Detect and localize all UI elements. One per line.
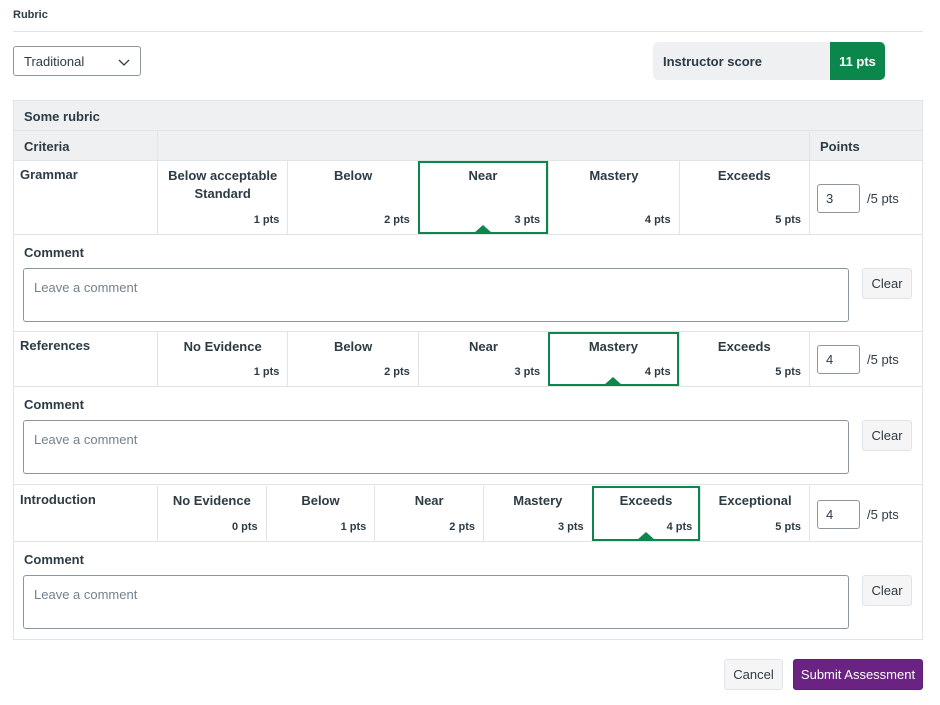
comment-label: Comment [24,552,84,567]
rating-description: Near [414,493,444,508]
rating-points: 3 pts [514,214,541,226]
comment-label: Comment [24,245,84,260]
rating-cell[interactable]: Below 2 pts [287,161,417,234]
comment-input[interactable] [23,268,849,322]
comment-row: Comment Clear [14,387,922,485]
rating-points: 4 pts [666,521,693,533]
points-cell: /5 pts [809,332,922,386]
criterion-name: Introduction [20,492,96,507]
rating-points: 1 pts [253,214,280,226]
criterion-row: Introduction No Evidence 0 pts Below 1 pts Ne… [14,486,922,542]
selected-indicator-icon [604,377,623,385]
rating-description: Below [301,493,340,508]
rating-cell[interactable]: Below acceptable Standard 1 pts [157,161,287,234]
points-column-header: Points [820,139,860,154]
clear-comment-button[interactable]: Clear [862,268,912,299]
rating-cell[interactable]: Below 2 pts [287,332,417,386]
rating-description: Below [333,168,373,183]
criterion-name: Grammar [20,167,78,182]
rubric-header-row: Criteria Points [14,131,922,161]
rubric-title: Some rubric [14,101,922,131]
rating-points: 5 pts [775,366,801,378]
instructor-score-value: 11 pts [830,42,885,80]
column-divider [809,131,810,161]
submit-assessment-button[interactable]: Submit Assessment [793,659,923,690]
rating-description: No Evidence [172,493,251,508]
column-divider [157,131,158,161]
rubric-table: Some rubric Criteria Points Grammar Below… [13,100,923,640]
rating-points: 0 pts [231,521,258,533]
rating-points: 2 pts [449,521,475,533]
points-input[interactable] [817,500,860,529]
rating-points: 3 pts [557,521,584,533]
rating-points: 2 pts [384,366,410,378]
selected-indicator-icon [473,225,492,233]
rating-description: No Evidence [183,339,262,354]
rating-description: Exceeds [717,168,771,183]
rating-points: 4 pts [644,366,671,378]
rating-description: Below [333,339,373,354]
rating-points: 3 pts [514,366,541,378]
instructor-score-label: Instructor score [663,53,762,69]
rating-description: Exceeds [717,339,771,354]
rating-description: Near [469,339,498,354]
points-input[interactable] [817,345,860,374]
comment-label: Comment [24,397,84,412]
rating-description: Mastery [513,493,563,508]
chevron-down-icon [118,59,130,66]
rating-cell[interactable]: Mastery 4 pts [548,161,678,234]
instructor-score: Instructor score 11 pts [653,42,885,80]
rating-cell[interactable]: Mastery 4 pts [548,332,679,386]
cancel-button[interactable]: Cancel [724,659,783,690]
points-cell: /5 pts [809,161,922,234]
criterion-row: References No Evidence 1 pts Below 2 pts Near… [14,332,922,387]
rating-cell[interactable]: No Evidence 0 pts [157,486,266,541]
points-input[interactable] [817,184,860,213]
rating-points: 1 pts [340,521,367,533]
rating-points: 5 pts [775,214,801,226]
rating-cell[interactable]: Exceeds 5 pts [678,161,809,234]
rating-points: 2 pts [384,214,410,226]
criterion-row: Grammar Below acceptable Standard 1 pts Bel… [14,161,922,235]
points-max: /5 pts [867,191,899,206]
rating-description: Mastery [588,339,638,354]
page-title: Rubric [13,9,48,21]
rating-cell[interactable]: Near 3 pts [417,332,548,386]
criterion-name: References [20,338,91,353]
clear-comment-button[interactable]: Clear [862,420,912,451]
rating-description: Exceeds [619,493,673,508]
points-cell: /5 pts [809,486,922,541]
rating-description: Mastery [589,168,639,183]
comment-row: Comment Clear [14,235,922,332]
rating-cell[interactable]: Near 2 pts [374,486,483,541]
rating-cell[interactable]: Exceptional 5 pts [700,486,809,541]
rating-cell[interactable]: Exceeds 5 pts [678,332,809,386]
criteria-column-header: Criteria [24,139,70,154]
comment-input[interactable] [23,420,849,474]
rating-points: 5 pts [775,521,801,533]
selected-indicator-icon [636,532,655,540]
rubric-view-select[interactable]: Traditional [13,46,141,76]
comment-row: Comment Clear [14,542,922,639]
rating-cell[interactable]: Near 3 pts [417,161,549,234]
clear-comment-button[interactable]: Clear [862,575,912,606]
rating-cell[interactable]: Exceeds 4 pts [591,486,701,541]
comment-input[interactable] [23,575,849,629]
title-divider [13,31,923,32]
rating-cell[interactable]: Mastery 3 pts [483,486,592,541]
rating-cell[interactable]: Below 1 pts [265,486,375,541]
rating-points: 4 pts [644,214,671,226]
rating-description: Near [468,168,498,183]
rating-description: Exceptional [718,493,792,508]
points-max: /5 pts [867,352,899,367]
rating-cell[interactable]: No Evidence 1 pts [157,332,287,386]
points-max: /5 pts [867,507,899,522]
rubric-view-value: Traditional [24,53,85,69]
rating-points: 1 pts [253,366,280,378]
rating-description: Below acceptable Standard [168,168,278,201]
